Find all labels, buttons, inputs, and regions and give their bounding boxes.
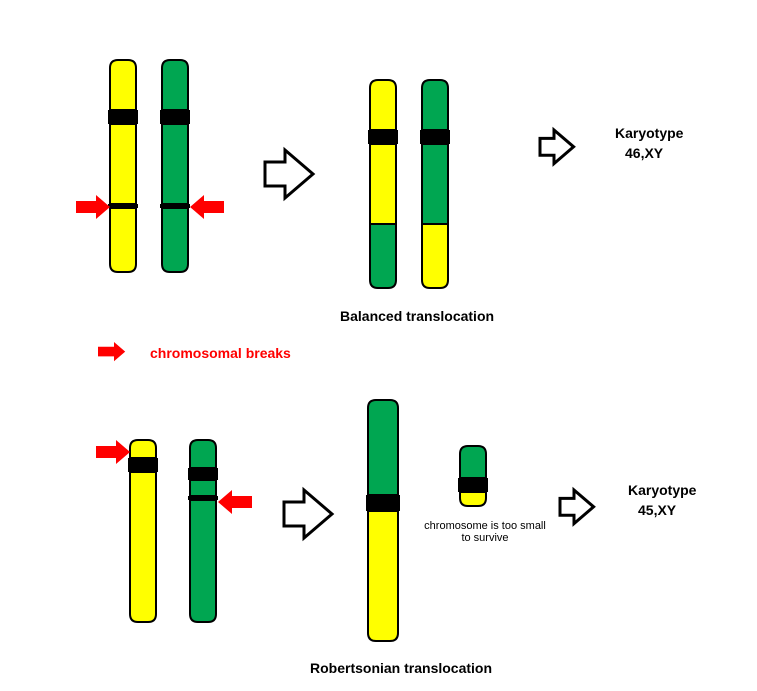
- legend-text: chromosomal breaks: [150, 345, 291, 361]
- karyotype-top-value: 46,XY: [625, 145, 663, 161]
- robertsonian-translocation-label: Robertsonian translocation: [310, 660, 492, 676]
- karyotype-bottom-value: 45,XY: [638, 502, 676, 518]
- karyotype-bottom-title: Karyotype: [628, 482, 696, 498]
- karyotype-top-title: Karyotype: [615, 125, 683, 141]
- balanced-translocation-label: Balanced translocation: [340, 308, 494, 324]
- small-chromosome-note: chromosome is too small to survive: [420, 520, 550, 544]
- diagram-canvas: [0, 0, 757, 691]
